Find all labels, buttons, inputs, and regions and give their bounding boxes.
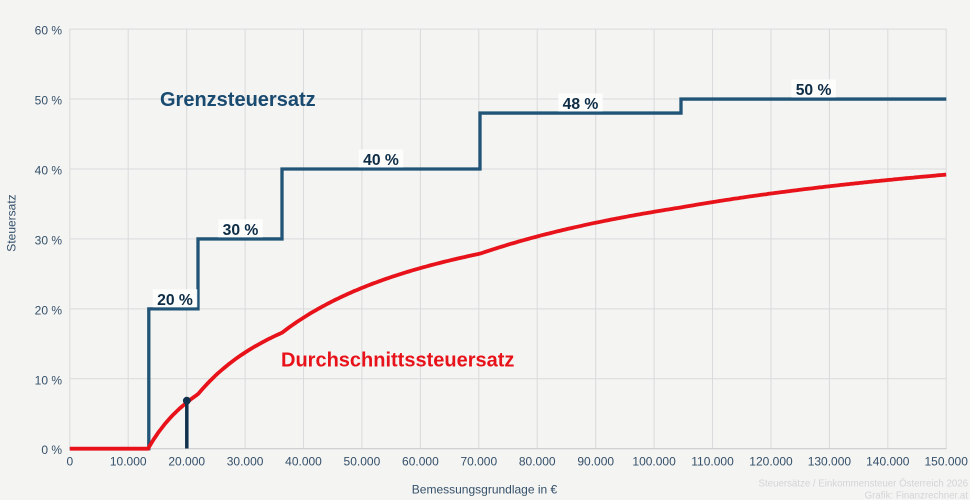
svg-text:140.000: 140.000 [866,454,910,468]
svg-text:60 %: 60 % [35,24,63,38]
svg-text:Durchschnittssteuersatz: Durchschnittssteuersatz [281,350,514,372]
svg-text:Steuersatz: Steuersatz [5,194,19,251]
svg-text:100.000: 100.000 [632,454,676,468]
svg-text:0 %: 0 % [41,443,62,457]
svg-text:50 %: 50 % [796,82,832,99]
svg-text:60.000: 60.000 [402,454,439,468]
svg-text:80.000: 80.000 [519,454,556,468]
svg-text:90.000: 90.000 [577,454,614,468]
svg-text:30.000: 30.000 [227,454,264,468]
svg-text:130.000: 130.000 [808,454,852,468]
svg-text:70.000: 70.000 [460,454,497,468]
svg-text:48 %: 48 % [563,96,599,113]
svg-text:40.000: 40.000 [285,454,322,468]
svg-text:50 %: 50 % [35,94,63,108]
svg-text:Grenzsteuersatz: Grenzsteuersatz [160,89,316,111]
svg-text:150.000: 150.000 [925,454,969,468]
svg-text:10 %: 10 % [35,373,63,387]
svg-text:110.000: 110.000 [691,454,734,468]
svg-text:Grafik: Finanzrechner.at: Grafik: Finanzrechner.at [865,490,969,500]
svg-text:50.000: 50.000 [344,454,381,468]
svg-text:0: 0 [66,454,73,468]
svg-text:120.000: 120.000 [749,454,793,468]
svg-text:40 %: 40 % [35,163,63,177]
svg-text:Steuersätze / Einkommensteuer: Steuersätze / Einkommensteuer Österreich… [759,478,968,489]
svg-text:30 %: 30 % [223,222,259,239]
svg-text:20.000: 20.000 [168,454,205,468]
svg-text:10.000: 10.000 [110,454,147,468]
svg-text:30 %: 30 % [35,233,63,247]
svg-text:20 %: 20 % [35,303,63,317]
svg-text:20 %: 20 % [157,292,193,309]
svg-text:Bemessungsgrundlage in €: Bemessungsgrundlage in € [412,482,558,496]
svg-text:40 %: 40 % [363,152,399,169]
